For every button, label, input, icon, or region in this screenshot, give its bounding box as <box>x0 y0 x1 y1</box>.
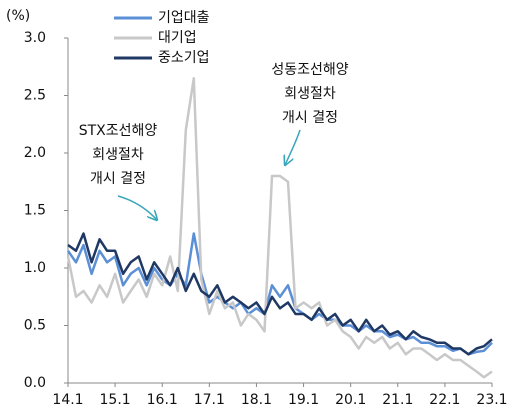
x-tick-label: 22.1 <box>429 392 460 408</box>
x-tick-label: 15.1 <box>100 392 131 408</box>
series-line <box>66 232 493 356</box>
y-tick-label: 1.0 <box>24 260 46 276</box>
y-tick-label: 2.0 <box>24 145 46 161</box>
annotation-arrow <box>285 129 301 165</box>
series-line <box>67 232 493 356</box>
y-tick-label: 1.5 <box>24 203 46 219</box>
x-tick-label: 17.1 <box>194 392 225 408</box>
x-tick-label: 23.1 <box>476 392 507 408</box>
y-tick-label: 3.0 <box>24 30 46 46</box>
x-tick-label: 20.1 <box>335 392 366 408</box>
legend-label: 기업대출 <box>158 10 210 26</box>
x-tick-label: 16.1 <box>147 392 178 408</box>
annotation-text: 회생절차 <box>92 147 144 163</box>
annotation-text: 개시 결정 <box>282 110 338 126</box>
y-tick-label: 0.5 <box>24 318 46 334</box>
annotation-arrow <box>117 195 157 220</box>
series-line <box>66 77 493 379</box>
annotation-text: STX조선해양 <box>79 123 158 139</box>
y-tick-label: 0.0 <box>24 375 46 391</box>
unit-label: (%) <box>6 8 30 24</box>
x-tick-label: 18.1 <box>241 392 272 408</box>
x-tick-label: 19.1 <box>288 392 319 408</box>
legend-label: 대기업 <box>158 30 197 46</box>
annotation-text: 개시 결정 <box>90 171 146 187</box>
x-tick-label: 21.1 <box>382 392 413 408</box>
legend-label: 중소기업 <box>158 50 210 66</box>
annotation-text: 성동조선해양 <box>271 62 348 78</box>
y-tick-label: 2.5 <box>24 88 46 104</box>
x-tick-label: 14.1 <box>52 392 83 408</box>
annotation-text: 회생절차 <box>284 86 336 102</box>
